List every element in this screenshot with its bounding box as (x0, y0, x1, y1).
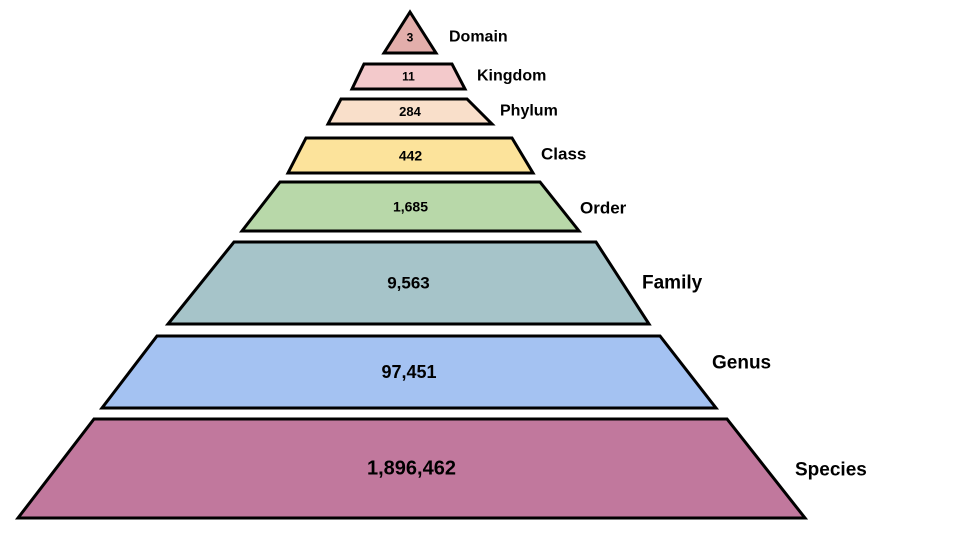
tier-order-shape (238, 180, 583, 233)
tier-family-shape (164, 240, 652, 326)
tier-phylum-shape (325, 97, 496, 126)
tier-family-count: 9,563 (387, 274, 430, 293)
tier-phylum-label: Phylum (500, 103, 558, 120)
tier-species-count: 1,896,462 (367, 458, 456, 480)
tier-class-count: 442 (399, 148, 423, 164)
tier-phylum-count: 284 (399, 104, 421, 119)
tier-family-label: Family (642, 273, 703, 294)
tier-domain-count: 3 (407, 30, 414, 44)
tier-genus-count: 97,451 (381, 362, 436, 382)
tier-kingdom-label: Kingdom (477, 68, 546, 85)
tier-kingdom-count: 11 (402, 70, 415, 84)
tier-kingdom-shape (349, 62, 468, 91)
tier-species-shape (14, 417, 809, 520)
tier-domain-label: Domain (449, 29, 508, 46)
tier-class-shape (285, 136, 536, 175)
tier-domain-shape (381, 9, 439, 55)
tier-class-label: Class (541, 145, 586, 164)
tier-genus-shape (98, 334, 720, 410)
tier-order-count: 1,685 (393, 199, 428, 215)
tier-genus-label: Genus (712, 353, 771, 374)
tier-species-label: Species (795, 460, 867, 481)
tier-order-label: Order (580, 199, 627, 218)
